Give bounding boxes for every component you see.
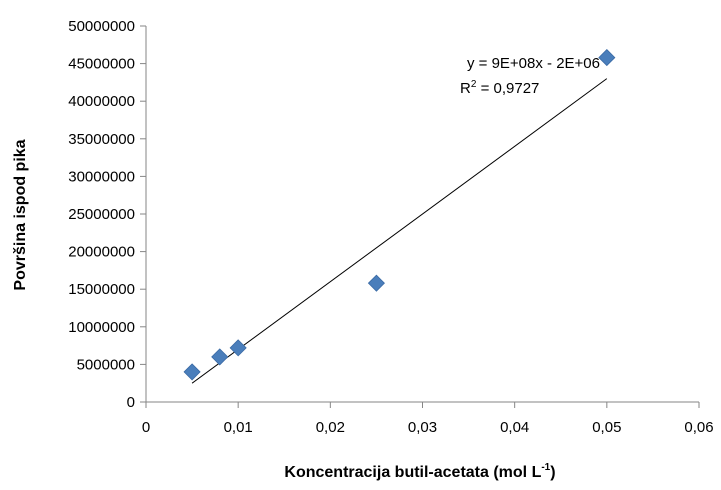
x-axis-title-sup: -1 [541, 462, 550, 473]
data-point-diamond [229, 339, 247, 357]
x-axis-title-main: Koncentracija butil-acetata (mol L [284, 464, 541, 481]
x-tick-label: 0,01 [224, 419, 253, 436]
data-point-diamond [211, 348, 229, 366]
y-tick-label: 30000000 [68, 168, 135, 185]
y-axis-title: Površina ispod pika [12, 139, 29, 290]
data-point-diamond [183, 363, 201, 381]
x-tick-label: 0,02 [316, 419, 345, 436]
y-tick-label: 40000000 [68, 93, 135, 110]
y-tick-label: 20000000 [68, 244, 135, 261]
y-axis-ticks: 0 5000000 10000000 15000000 20000000 25000000… [68, 18, 146, 411]
x-tick-label: 0 [142, 419, 150, 436]
x-tick-label: 0,06 [684, 419, 713, 436]
y-tick-label: 25000000 [68, 206, 135, 223]
r-squared-sup: 2 [471, 79, 477, 90]
y-tick-label: 50000000 [68, 18, 135, 35]
data-points [183, 49, 616, 381]
y-tick-label: 35000000 [68, 131, 135, 148]
y-tick-label: 10000000 [68, 319, 135, 336]
trendline-equation: y = 9E+08x - 2E+06 [467, 55, 600, 72]
x-tick-label: 0,05 [592, 419, 621, 436]
y-tick-label: 15000000 [68, 281, 135, 298]
x-axis-title: Koncentracija butil-acetata (mol L-1) [284, 462, 555, 481]
x-axis-ticks: 0 0,01 0,02 0,03 0,04 0,05 0,06 [142, 402, 714, 436]
x-tick-label: 0,04 [500, 419, 529, 436]
y-tick-label: 0 [127, 394, 135, 411]
r-squared-label: R2 = 0,9727 [460, 79, 539, 97]
data-point-diamond [598, 49, 616, 67]
y-tick-label: 5000000 [77, 356, 135, 373]
x-tick-label: 0,03 [408, 419, 437, 436]
r-squared-r: R [460, 80, 471, 97]
trendline [191, 78, 608, 384]
y-tick-label: 45000000 [68, 56, 135, 73]
x-axis-title-end: ) [550, 464, 555, 481]
data-point-diamond [367, 274, 385, 292]
r-squared-value: = 0,9727 [476, 80, 539, 97]
